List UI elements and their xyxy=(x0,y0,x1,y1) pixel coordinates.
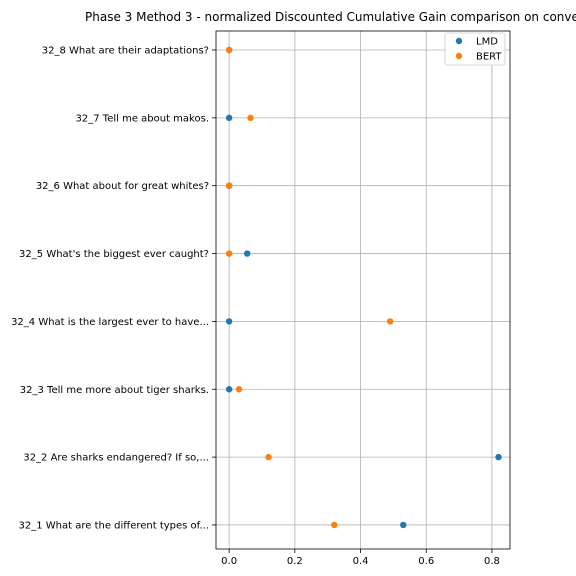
point-bert xyxy=(247,114,254,122)
y-tick-label: 32_8 What are their adaptations? xyxy=(42,46,209,57)
chart-title: Phase 3 Method 3 - normalized Discounted… xyxy=(85,10,576,24)
y-tick-label: 32_5 What's the biggest ever caught? xyxy=(19,249,209,260)
x-tick-label: 0.0 xyxy=(221,556,237,567)
point-bert xyxy=(331,521,338,529)
point-lmd xyxy=(225,318,233,325)
points-layer xyxy=(225,46,502,529)
y-tick-label: 32_7 Tell me about makos. xyxy=(76,113,209,124)
point-bert xyxy=(235,386,243,393)
legend-label-lmd: LMD xyxy=(476,37,498,48)
x-tick-label: 0.2 xyxy=(287,556,303,567)
y-tick-label: 32_6 What about for great whites? xyxy=(36,181,209,192)
point-bert xyxy=(225,182,233,189)
plot-frame xyxy=(215,30,511,550)
point-lmd xyxy=(400,521,407,529)
legend-label-bert: BERT xyxy=(476,52,502,63)
legend-marker-lmd xyxy=(455,37,463,45)
y-tick-label: 32_2 Are sharks endangered? If so,... xyxy=(23,453,209,464)
point-bert xyxy=(225,46,233,54)
legend: LMD BERT xyxy=(444,32,506,66)
x-tick-label: 0.4 xyxy=(353,556,369,567)
y-tick-label: 32_1 What are the different types of... xyxy=(19,520,209,531)
y-tick-label: 32_4 What is the largest ever to have... xyxy=(11,317,209,328)
axes-layer: 0.0 0.2 0.4 0.6 0.8 32_1 What are the differe… xyxy=(11,30,511,567)
point-bert xyxy=(265,453,272,461)
x-tick-label: 0.8 xyxy=(484,556,500,567)
point-lmd xyxy=(225,114,233,122)
point-lmd xyxy=(495,453,502,461)
point-bert xyxy=(225,250,233,257)
x-tick-label: 0.6 xyxy=(418,556,434,567)
point-lmd xyxy=(244,250,251,257)
y-tick-label: 32_3 Tell me more about tiger sharks. xyxy=(20,385,209,396)
point-lmd xyxy=(225,386,233,393)
point-bert xyxy=(386,318,394,325)
legend-marker-bert xyxy=(455,52,463,60)
